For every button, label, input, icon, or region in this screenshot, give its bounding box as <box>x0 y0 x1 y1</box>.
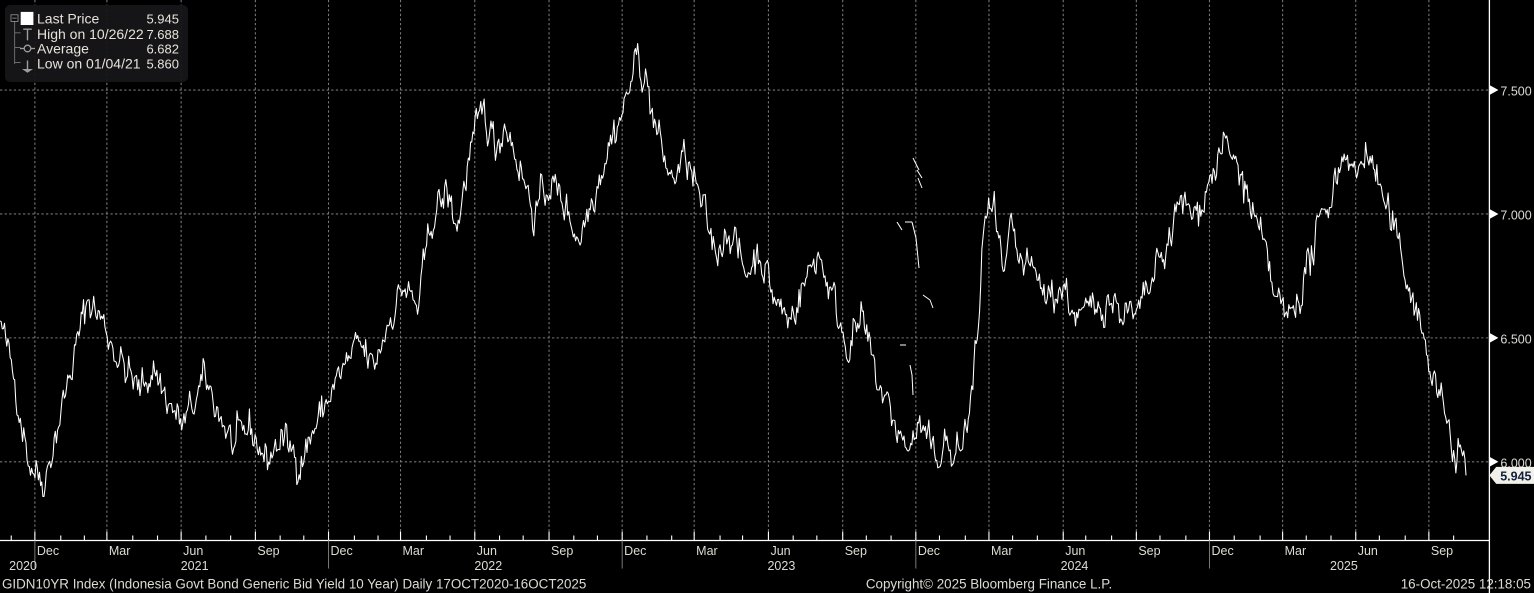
svg-text:Jun: Jun <box>477 544 497 558</box>
svg-text:7.000: 7.000 <box>1500 208 1531 222</box>
svg-text:Sep: Sep <box>1431 544 1453 558</box>
svg-text:Mar: Mar <box>696 544 718 558</box>
svg-text:High on 10/26/22: High on 10/26/22 <box>37 26 144 42</box>
svg-text:Dec: Dec <box>331 544 353 558</box>
svg-text:2021: 2021 <box>181 559 209 573</box>
svg-text:Mar: Mar <box>1285 544 1307 558</box>
svg-text:16-Oct-2025 12:18:05: 16-Oct-2025 12:18:05 <box>1401 577 1531 592</box>
svg-text:Sep: Sep <box>257 544 279 558</box>
svg-text:Mar: Mar <box>403 544 425 558</box>
svg-text:Sep: Sep <box>845 544 867 558</box>
svg-text:Jun: Jun <box>1358 544 1378 558</box>
svg-text:Low on 01/04/21: Low on 01/04/21 <box>37 56 141 72</box>
svg-text:Last Price: Last Price <box>37 11 99 27</box>
svg-text:2025: 2025 <box>1330 559 1358 573</box>
svg-text:Sep: Sep <box>1138 544 1160 558</box>
svg-text:Jun: Jun <box>183 544 203 558</box>
svg-text:Mar: Mar <box>991 544 1013 558</box>
svg-text:Jun: Jun <box>1065 544 1085 558</box>
svg-text:2020: 2020 <box>9 559 37 573</box>
svg-text:Dec: Dec <box>624 544 646 558</box>
svg-text:5.945: 5.945 <box>1500 469 1531 483</box>
svg-text:Jun: Jun <box>770 544 790 558</box>
svg-text:7.500: 7.500 <box>1500 85 1531 99</box>
svg-text:7.688: 7.688 <box>146 27 179 42</box>
svg-text:2024: 2024 <box>1061 559 1089 573</box>
svg-text:5.860: 5.860 <box>146 57 179 72</box>
svg-text:Dec: Dec <box>37 544 59 558</box>
svg-text:6.682: 6.682 <box>146 42 179 57</box>
svg-text:GIDN10YR Index (Indonesia Govt: GIDN10YR Index (Indonesia Govt Bond Gene… <box>2 577 586 592</box>
svg-text:2022: 2022 <box>474 559 502 573</box>
svg-text:Mar: Mar <box>109 544 131 558</box>
svg-text:Dec: Dec <box>918 544 940 558</box>
svg-text:5.945: 5.945 <box>146 12 179 27</box>
svg-text:Sep: Sep <box>551 544 573 558</box>
svg-text:6.500: 6.500 <box>1500 332 1531 346</box>
svg-text:Average: Average <box>37 41 89 57</box>
svg-text:Dec: Dec <box>1211 544 1233 558</box>
svg-text:Copyright© 2025 Bloomberg Fina: Copyright© 2025 Bloomberg Finance L.P. <box>866 577 1112 592</box>
svg-text:2023: 2023 <box>767 559 795 573</box>
